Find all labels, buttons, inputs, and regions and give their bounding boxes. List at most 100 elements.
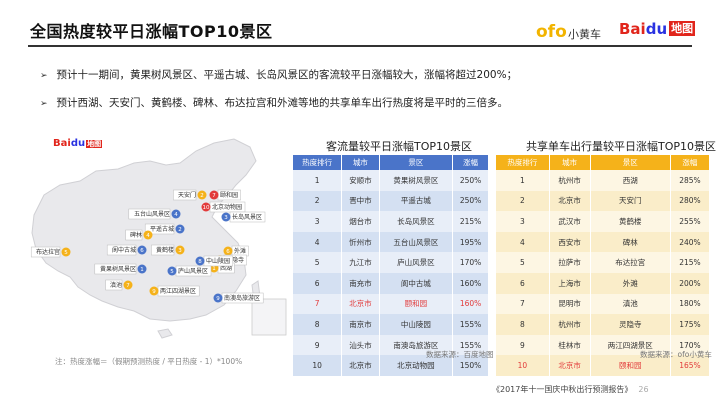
map-marker: 长岛风景区 3 — [221, 211, 266, 223]
map-marker-dot — [143, 230, 153, 240]
table-row: 4 西安市 碑林 240% — [496, 231, 711, 253]
table-cell: 北京市 — [549, 355, 591, 376]
map-marker-label-box — [30, 246, 61, 258]
map-marker: 平遥古城 2 — [144, 223, 185, 235]
table-cell: 3 — [496, 211, 550, 232]
column-header: 热度排行 — [293, 155, 343, 170]
table-row: 10 北京市 颐和园 165% — [496, 355, 711, 376]
map-marker-number: 1 — [140, 267, 144, 273]
table-cell: 北京动物园 — [379, 355, 454, 376]
table-cell: 10 — [496, 355, 550, 376]
table-cell: 两江四湖景区 — [590, 334, 671, 356]
page-title: 全国热度较平日涨幅TOP10景区 — [30, 22, 273, 41]
table-row: 6 上海市 外滩 200% — [496, 272, 711, 294]
table-cell: 7 — [293, 293, 343, 315]
table-cell: 180% — [670, 293, 711, 315]
table-cell: 285% — [670, 170, 711, 191]
baidu-map-logo: Baidu 地图 — [619, 20, 696, 38]
table-cell: 烟台市 — [341, 211, 380, 232]
bullet-text: 预计十一期间，黄果树风景区、平遥古城、长岛风景区的客流较平日涨幅较大，涨幅将超过… — [56, 69, 518, 81]
table-row: 7 昆明市 滇池 180% — [496, 293, 711, 315]
table-cell: 南京市 — [341, 314, 380, 335]
map-marker-label: 灵隐寺 — [226, 256, 244, 264]
column-header: 热度排行 — [496, 155, 550, 170]
map-marker: 黄鹤楼 3 — [151, 244, 185, 256]
map-marker-dot — [209, 190, 219, 200]
column-header: 景区 — [590, 155, 671, 170]
table-row: 2 北京市 天安门 280% — [496, 190, 711, 212]
table-cell: 庐山风景区 — [379, 252, 454, 273]
map-marker-label: 平遥古城 — [150, 225, 174, 233]
map-marker-number: 8 — [198, 259, 202, 265]
table-cell: 黄果树风景区 — [379, 170, 454, 191]
table-cell: 8 — [496, 314, 550, 335]
table-cell: 晋中市 — [341, 190, 380, 212]
map-marker-number: 3 — [178, 248, 182, 254]
map-marker-label: 西湖 — [220, 264, 232, 272]
arrow-icon: ➢ — [40, 71, 48, 81]
map-marker-label-box — [173, 189, 197, 201]
map-marker-dot — [213, 293, 223, 303]
table-row: 4 忻州市 五台山风景区 195% — [293, 231, 489, 253]
table-cell: 1 — [293, 170, 343, 191]
table-cell: 黄鹤楼 — [590, 211, 671, 232]
title-divider — [28, 45, 692, 47]
map-marker-number: 7 — [212, 193, 216, 199]
table-cell: 颐和园 — [590, 355, 671, 376]
table-cell: 碑林 — [590, 231, 671, 253]
table-cell: 150% — [452, 355, 489, 376]
table-cell: 250% — [452, 170, 489, 191]
map-marker-number: 3 — [224, 215, 228, 221]
table-cell: 250% — [452, 190, 489, 212]
map-marker-dot — [201, 202, 211, 212]
map-marker-label: 两江四湖景区 — [160, 287, 196, 295]
table-cell: 昆明市 — [549, 293, 591, 315]
baidu-logo-du: du — [645, 20, 668, 38]
bike-trips-table: 热度排行 城市 景区 涨幅 1 杭州市 西湖 285% 2 北京市 天安门 280% 3 武汉市 黄鹤楼 2… — [496, 155, 711, 376]
table-cell: 215% — [670, 252, 711, 273]
column-header: 城市 — [341, 155, 380, 170]
map-marker: 两江四湖景区 9 — [149, 285, 200, 297]
map-marker-dot — [223, 246, 233, 256]
table-row: 3 武汉市 黄鹤楼 255% — [496, 211, 711, 232]
table-cell: 忻州市 — [341, 231, 380, 253]
table-cell: 3 — [293, 211, 343, 232]
bullet-text: 预计西湖、天安门、黄鹤楼、碑林、布达拉宫和外滩等地的共享单车出行热度将是平时的三… — [56, 97, 509, 109]
map-marker: 南澳岛旅游区 9 — [213, 292, 264, 304]
table-cell: 南澳岛旅游区 — [379, 334, 454, 356]
map-marker-dot — [61, 247, 71, 257]
map-marker-label: 外滩 — [234, 247, 246, 255]
map-marker: 天安门 2 — [173, 189, 207, 201]
table-cell: 西安市 — [549, 231, 591, 253]
table-row: 8 杭州市 灵隐寺 175% — [496, 314, 711, 335]
table-cell: 阆中古城 — [379, 272, 454, 294]
table-cell: 武汉市 — [549, 211, 591, 232]
map-marker-label-box — [105, 279, 123, 291]
map-marker-dot — [167, 266, 177, 276]
table-cell: 安顺市 — [341, 170, 380, 191]
table-cell: 中山陵园 — [379, 314, 454, 335]
map-marker-dot — [175, 245, 185, 255]
table-cell: 杭州市 — [549, 170, 591, 191]
table-cell: 200% — [670, 272, 711, 294]
column-header: 景区 — [379, 155, 454, 170]
map-marker-label: 五台山风景区 — [134, 210, 170, 218]
report-title: 《2017年十一国庆中秋出行预测报告》 — [492, 385, 633, 394]
table-cell: 5 — [496, 252, 550, 273]
map-marker-label: 黄鹤楼 — [156, 246, 174, 254]
baidu-logo-bai: Bai — [619, 20, 646, 38]
table-cell: 外滩 — [590, 272, 671, 294]
arrow-icon: ➢ — [40, 99, 48, 109]
table-cell: 170% — [452, 252, 489, 273]
map-marker-number: 6 — [140, 248, 144, 254]
table1-source: 数据来源：百度地图 — [426, 350, 494, 359]
table-cell: 南充市 — [341, 272, 380, 294]
map-marker-dot — [221, 212, 231, 222]
table-cell: 2 — [293, 190, 343, 212]
report-footer: 《2017年十一国庆中秋出行预测报告》 26 — [492, 384, 649, 395]
map-marker-label: 阆中古城 — [112, 246, 136, 254]
table-row: 1 杭州市 西湖 285% — [496, 170, 711, 191]
map-marker-dot — [137, 245, 147, 255]
table2-source: 数据来源：ofo小黄车 — [640, 350, 712, 359]
